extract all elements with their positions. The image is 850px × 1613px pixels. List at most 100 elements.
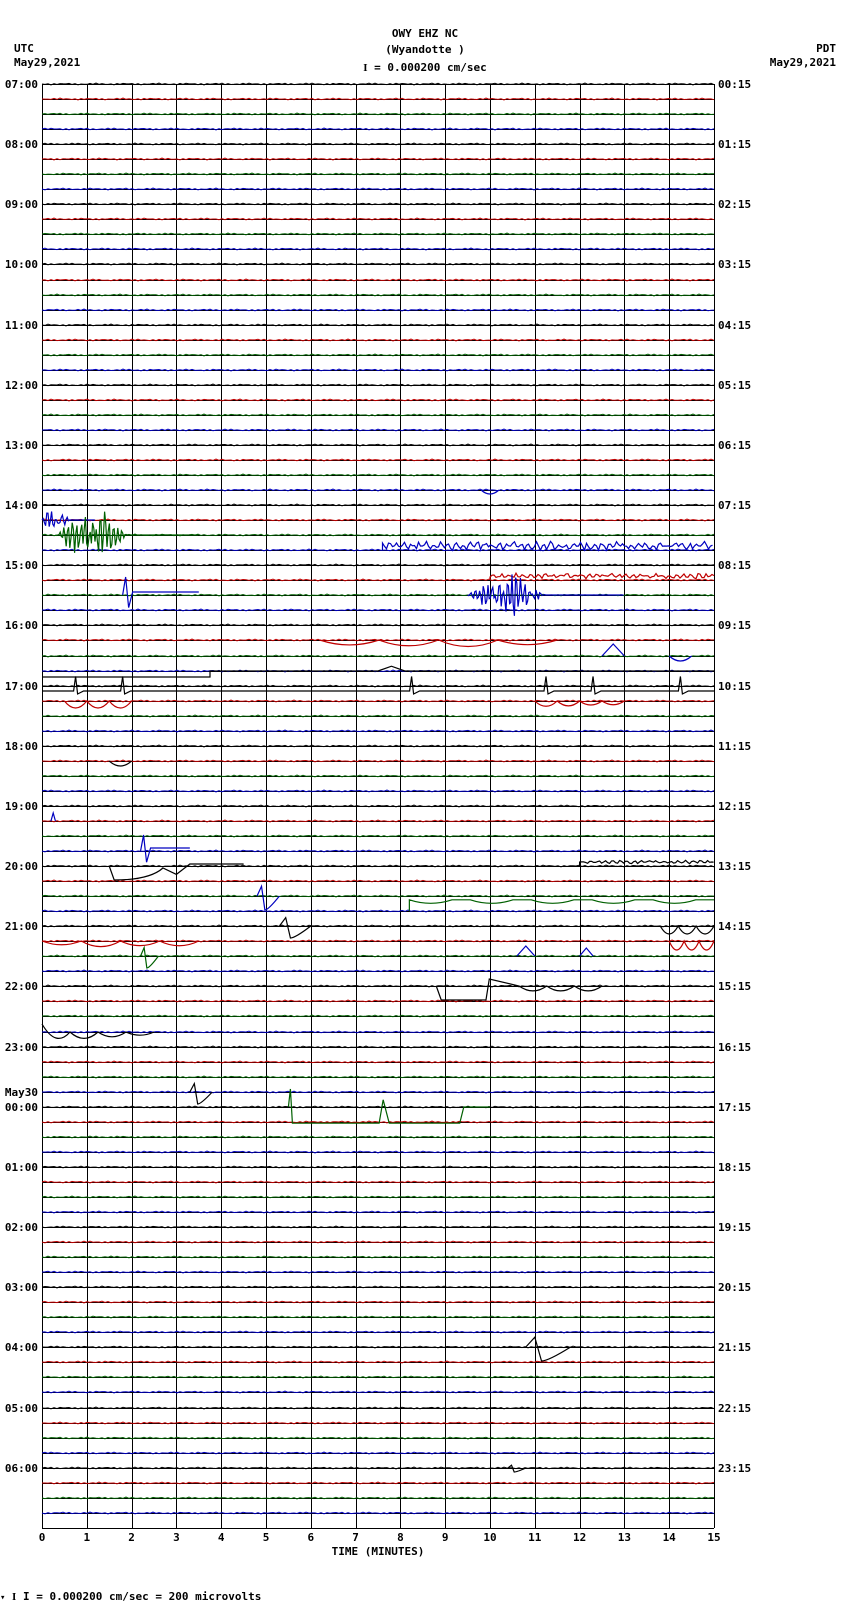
x-tick-label: 9 xyxy=(435,1531,455,1544)
x-tick-label: 11 xyxy=(525,1531,545,1544)
utc-time-label: 10:00 xyxy=(5,258,38,271)
utc-time-label: 04:00 xyxy=(5,1341,38,1354)
seismic-trace xyxy=(42,308,714,312)
utc-time-label: 14:00 xyxy=(5,499,38,512)
chart-header: OWY EHZ NC (Wyandotte ) I = 0.000200 cm/… xyxy=(0,0,850,76)
seismic-trace xyxy=(42,443,714,447)
seismic-trace xyxy=(42,473,714,477)
timezone-right: PDT May29,2021 xyxy=(770,42,836,70)
seismic-trace xyxy=(42,1165,714,1169)
x-tick-label: 0 xyxy=(32,1531,52,1544)
seismic-trace xyxy=(42,1481,714,1485)
seismic-trace xyxy=(42,1406,714,1410)
x-tick-label: 10 xyxy=(480,1531,500,1544)
pdt-time-label: 10:15 xyxy=(718,680,751,693)
utc-time-label: 15:00 xyxy=(5,559,38,572)
pdt-time-label: 15:15 xyxy=(718,980,751,993)
seismic-trace xyxy=(42,1150,714,1154)
utc-date-change: May30 xyxy=(5,1086,38,1099)
utc-time-label: 00:00 xyxy=(5,1101,38,1114)
seismic-trace xyxy=(42,247,714,251)
seismic-trace xyxy=(42,1210,714,1214)
x-tick-label: 2 xyxy=(122,1531,142,1544)
seismic-event xyxy=(42,571,714,619)
seismic-event xyxy=(42,811,714,831)
seismic-event xyxy=(42,1014,714,1050)
grid-vertical xyxy=(714,84,715,1528)
seismic-trace xyxy=(42,172,714,176)
x-tick-label: 3 xyxy=(166,1531,186,1544)
seismic-trace xyxy=(42,82,714,86)
scale-indicator: I = 0.000200 cm/sec xyxy=(0,60,850,76)
utc-time-label: 20:00 xyxy=(5,860,38,873)
seismic-trace xyxy=(42,353,714,357)
seismic-trace xyxy=(42,127,714,131)
seismic-trace xyxy=(42,1225,714,1229)
seismic-event xyxy=(42,532,714,568)
pdt-time-label: 18:15 xyxy=(718,1161,751,1174)
x-tick-label: 14 xyxy=(659,1531,679,1544)
pdt-time-label: 05:15 xyxy=(718,379,751,392)
seismic-trace xyxy=(42,368,714,372)
pdt-time-label: 03:15 xyxy=(718,258,751,271)
x-tick-label: 1 xyxy=(77,1531,97,1544)
pdt-time-label: 12:15 xyxy=(718,800,751,813)
utc-time-label: 23:00 xyxy=(5,1041,38,1054)
utc-time-label: 02:00 xyxy=(5,1221,38,1234)
pdt-time-label: 04:15 xyxy=(718,319,751,332)
seismic-trace xyxy=(42,262,714,266)
seismic-trace xyxy=(42,1451,714,1455)
seismic-trace xyxy=(42,729,714,733)
tz-right-date: May29,2021 xyxy=(770,56,836,70)
pdt-time-label: 22:15 xyxy=(718,1402,751,1415)
pdt-time-label: 13:15 xyxy=(718,860,751,873)
seismic-trace xyxy=(42,1240,714,1244)
x-tick-label: 4 xyxy=(211,1531,231,1544)
seismic-trace xyxy=(42,278,714,282)
seismic-trace xyxy=(42,1436,714,1440)
x-tick-label: 12 xyxy=(570,1531,590,1544)
pdt-time-label: 14:15 xyxy=(718,920,751,933)
seismic-trace xyxy=(42,398,714,402)
pdt-time-label: 17:15 xyxy=(718,1101,751,1114)
pdt-time-label: 06:15 xyxy=(718,439,751,452)
seismic-event xyxy=(42,1087,714,1127)
pdt-time-label: 00:15 xyxy=(718,78,751,91)
utc-time-label: 09:00 xyxy=(5,198,38,211)
seismic-trace xyxy=(42,142,714,146)
seismogram-plot: 0123456789101112131415TIME (MINUTES)07:0… xyxy=(42,84,714,1528)
seismic-trace xyxy=(42,217,714,221)
utc-time-label: 16:00 xyxy=(5,619,38,632)
seismic-event xyxy=(42,1462,714,1474)
utc-time-label: 01:00 xyxy=(5,1161,38,1174)
pdt-time-label: 23:15 xyxy=(718,1462,751,1475)
pdt-time-label: 21:15 xyxy=(718,1341,751,1354)
pdt-time-label: 02:15 xyxy=(718,198,751,211)
seismic-trace xyxy=(42,1255,714,1259)
pdt-time-label: 08:15 xyxy=(718,559,751,572)
seismic-trace xyxy=(42,1496,714,1500)
seismic-event xyxy=(42,687,714,715)
seismic-trace xyxy=(42,157,714,161)
seismic-trace xyxy=(42,804,714,808)
station-location: (Wyandotte ) xyxy=(0,42,850,58)
seismic-trace xyxy=(42,1195,714,1199)
tz-left-date: May29,2021 xyxy=(14,56,80,70)
seismic-trace xyxy=(42,112,714,116)
seismic-trace xyxy=(42,1285,714,1289)
utc-time-label: 06:00 xyxy=(5,1462,38,1475)
x-tick-label: 13 xyxy=(614,1531,634,1544)
pdt-time-label: 16:15 xyxy=(718,1041,751,1054)
seismic-trace xyxy=(42,1375,714,1379)
seismic-event xyxy=(42,946,714,966)
utc-time-label: 12:00 xyxy=(5,379,38,392)
utc-time-label: 22:00 xyxy=(5,980,38,993)
utc-time-label: 07:00 xyxy=(5,78,38,91)
station-code: OWY EHZ NC xyxy=(0,26,850,42)
seismic-trace xyxy=(42,789,714,793)
seismic-trace xyxy=(42,1135,714,1139)
x-tick-label: 5 xyxy=(256,1531,276,1544)
pdt-time-label: 20:15 xyxy=(718,1281,751,1294)
pdt-time-label: 01:15 xyxy=(718,138,751,151)
seismic-trace xyxy=(42,1315,714,1319)
